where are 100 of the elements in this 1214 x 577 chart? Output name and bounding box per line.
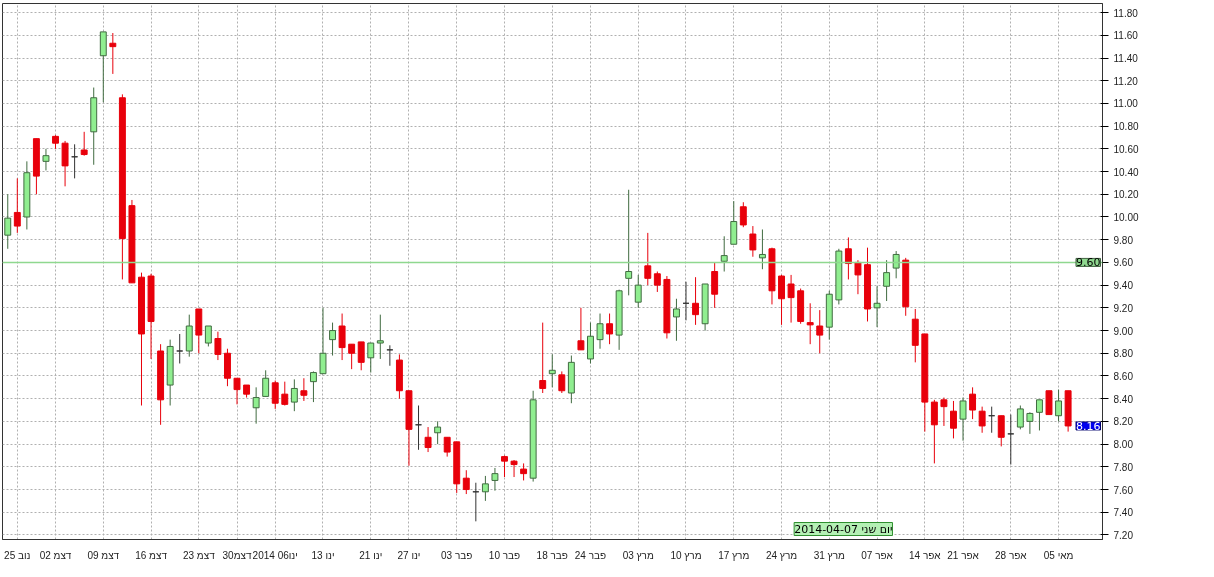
candlestick	[357, 341, 365, 371]
candlestick	[692, 276, 700, 326]
candlestick	[997, 415, 1005, 447]
x-tick-label: 16 דצמ	[135, 549, 168, 561]
candlestick	[940, 397, 948, 427]
candlestick	[1045, 390, 1053, 416]
y-tick-label: 8.00	[1113, 439, 1134, 451]
candlestick	[930, 399, 938, 464]
x-tick-label: 18 פבר	[536, 549, 568, 561]
candlestick	[1055, 389, 1063, 422]
text: 8.16	[1076, 419, 1101, 433]
candlestick	[978, 406, 986, 434]
y-tick-label: 11.60	[1113, 30, 1139, 42]
candlestick	[739, 201, 747, 228]
candlestick	[214, 331, 222, 361]
candlestick	[176, 333, 184, 364]
candlestick	[787, 274, 795, 324]
annotation: 2014-04-07 יום שני	[794, 522, 893, 536]
x-tick-label: 14 אפר	[909, 549, 942, 561]
y-tick-label: 7.40	[1113, 507, 1134, 519]
x-tick-label: 27 ינו	[397, 549, 421, 561]
y-tick-label: 7.20	[1113, 529, 1134, 541]
x-tick-label: 21 אפר	[947, 549, 980, 561]
candlestick	[606, 313, 614, 345]
candlestick	[959, 397, 967, 442]
candlestick	[443, 436, 451, 458]
x-tick-label: 21 ינו	[359, 549, 383, 561]
candlestick	[424, 426, 432, 453]
candlestick	[376, 314, 384, 360]
candlestick	[806, 302, 814, 345]
candlestick	[653, 271, 661, 293]
candlestick	[558, 370, 566, 394]
y-tick-label: 9.20	[1113, 302, 1134, 314]
candlestick	[844, 236, 852, 280]
x-tick-label: 2014 06ינו	[252, 549, 298, 561]
candlestick	[969, 386, 977, 420]
candlestick	[758, 228, 766, 270]
x-tick-label: 28 אפר	[994, 549, 1028, 561]
y-tick-label: 8.20	[1113, 416, 1134, 428]
candlestick	[329, 322, 337, 357]
candlestick	[1035, 399, 1043, 431]
y-tick-label: 8.60	[1113, 370, 1134, 382]
y-tick-label: 9.60	[1113, 257, 1134, 269]
y-tick-label: 9.00	[1113, 325, 1134, 337]
x-tick-label: 09 דצמ	[87, 549, 120, 561]
x-tick-label: 13 ינו	[311, 549, 335, 561]
candlestick	[1016, 405, 1024, 430]
candlestick	[634, 274, 642, 309]
candlestick	[204, 325, 212, 347]
y-tick-label: 11.20	[1113, 75, 1139, 87]
x-tick-label: 05 מאי	[1043, 549, 1074, 561]
candlestick	[950, 400, 957, 439]
y-tick-label: 10.60	[1113, 143, 1139, 155]
candlestick	[720, 235, 728, 272]
candlestick	[338, 313, 346, 361]
x-tick-label: 07 אפר	[861, 549, 894, 561]
candlestick	[61, 140, 69, 187]
y-tick-label: 8.80	[1113, 348, 1134, 360]
candlestick	[13, 177, 21, 234]
candlestick	[367, 342, 375, 374]
y-tick-label: 10.40	[1113, 166, 1139, 178]
candlestick	[262, 369, 270, 397]
y-tick-label: 7.80	[1113, 461, 1134, 473]
ref-line-label: 9.60	[1076, 256, 1101, 270]
candlestick	[883, 259, 891, 302]
candlestick	[1007, 414, 1015, 466]
candlestick	[300, 377, 308, 402]
candlestick	[873, 285, 881, 328]
candlestick	[462, 469, 470, 495]
y-tick-label: 11.00	[1113, 98, 1139, 110]
y-tick-label: 7.60	[1113, 484, 1134, 496]
candlestick	[252, 386, 260, 425]
candlestick	[434, 420, 442, 445]
x-tick-label: 10 מרץ	[670, 549, 702, 561]
x-tick-label: 17 מרץ	[718, 549, 750, 561]
x-tick-label: 30דצמ	[222, 549, 252, 561]
candlestick	[672, 298, 680, 342]
candlestick	[319, 307, 327, 375]
y-tick-label: 11.40	[1113, 53, 1139, 65]
candlestick	[348, 343, 356, 370]
x-tick-label: 03 פבר	[441, 549, 473, 561]
x-tick-label: 10 פבר	[488, 549, 521, 561]
candlestick	[491, 467, 499, 492]
candlestick	[309, 370, 317, 403]
candlestick	[892, 250, 900, 279]
candlestick	[816, 309, 824, 354]
candlestick	[644, 232, 652, 286]
candlestick	[548, 353, 556, 388]
candlestick	[42, 148, 50, 171]
candlestick	[99, 31, 107, 103]
candlestick	[501, 454, 508, 478]
candlestick	[4, 193, 12, 250]
candlestick	[778, 274, 785, 326]
x-tick-label: 24 מרץ	[765, 549, 798, 561]
candlestick	[854, 259, 862, 295]
x-tick-label: 24 פבר	[574, 549, 607, 561]
candlestick	[577, 307, 585, 351]
y-tick-label: 8.40	[1113, 393, 1134, 405]
candlestick	[625, 189, 633, 296]
x-tick-label: 31 מרץ	[813, 549, 845, 561]
